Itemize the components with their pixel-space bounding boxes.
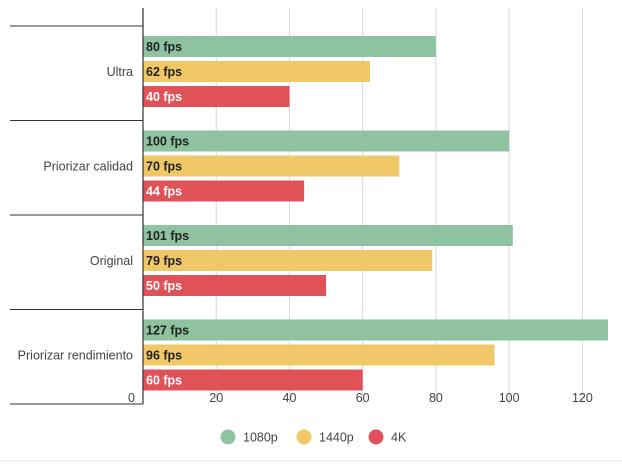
x-tick-label-40: 40 [283, 391, 297, 405]
x-tick-label-80: 80 [429, 391, 443, 405]
bar-label-1440p-0: 62 fps [146, 65, 182, 79]
legend-label-1080p: 1080p [243, 431, 278, 445]
x-tick-label-20: 20 [209, 391, 223, 405]
legend-marker-1440p [296, 429, 312, 445]
x-tick-label-100: 100 [499, 391, 520, 405]
x-tick-label-60: 60 [356, 391, 370, 405]
bar-4K-3 [143, 369, 363, 391]
category-label-1: Priorizar calidad [43, 160, 133, 174]
category-label-0: Ultra [107, 65, 133, 79]
legend-marker-4K [368, 429, 384, 445]
bar-1080p-0 [143, 36, 436, 57]
x-tick-label-0: 0 [128, 391, 135, 405]
bar-label-4K-2: 50 fps [146, 279, 182, 293]
bar-1440p-1 [143, 155, 400, 177]
category-label-3: Priorizar rendimiento [18, 349, 133, 363]
legend-label-1440p: 1440p [319, 431, 354, 445]
bar-label-1440p-1: 70 fps [146, 160, 182, 174]
bar-1440p-0 [143, 61, 371, 82]
bar-label-1080p-1: 100 fps [146, 135, 189, 149]
bar-label-1440p-3: 96 fps [146, 349, 182, 363]
bar-label-4K-1: 44 fps [146, 185, 182, 199]
legend-label-4K: 4K [391, 431, 407, 445]
bar-4K-0 [143, 86, 290, 107]
legend-marker-1080p [220, 429, 236, 445]
bar-label-1080p-3: 127 fps [146, 324, 189, 338]
bar-1080p-1 [143, 130, 510, 152]
x-tick-label-120: 120 [572, 391, 593, 405]
bar-1080p-2 [143, 225, 513, 246]
bar-4K-2 [143, 275, 327, 296]
bar-1080p-3 [143, 319, 608, 341]
bar-1440p-2 [143, 250, 433, 271]
bar-1440p-3 [143, 344, 495, 366]
bar-4K-1 [143, 180, 305, 202]
category-label-2: Original [90, 254, 133, 268]
bar-label-1080p-2: 101 fps [146, 229, 189, 243]
bar-label-1440p-2: 79 fps [146, 254, 182, 268]
bar-label-1080p-0: 80 fps [146, 40, 182, 54]
bar-label-4K-0: 40 fps [146, 90, 182, 104]
bar-label-4K-3: 60 fps [146, 374, 182, 388]
